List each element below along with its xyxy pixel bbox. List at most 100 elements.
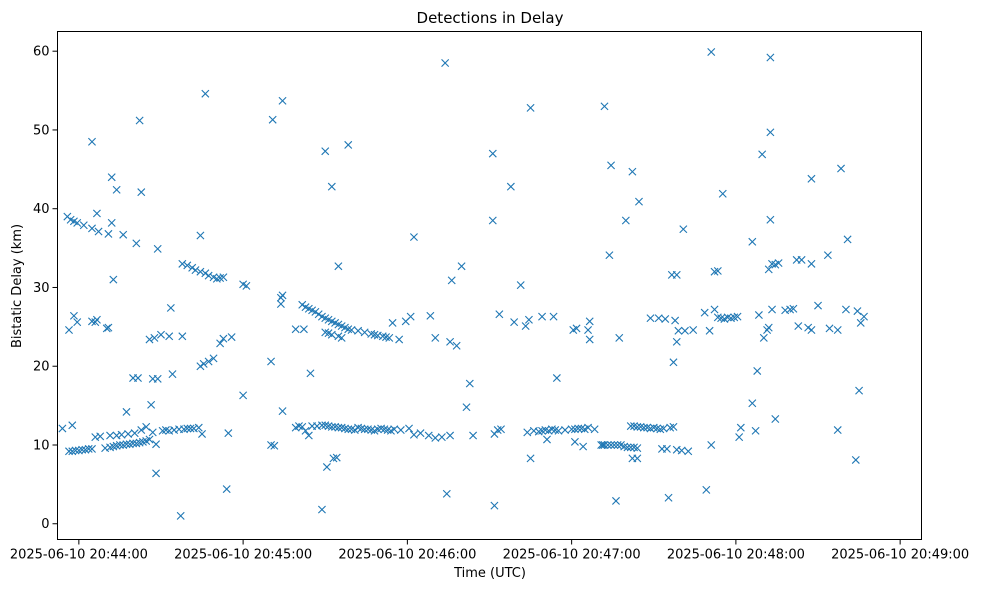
data-point [385,333,394,342]
data-point [771,415,780,423]
data-point [623,443,632,452]
data-point [311,307,320,316]
data-point [71,446,80,455]
data-point [766,53,775,62]
data-point [452,341,461,350]
data-point [88,137,96,146]
data-point [569,326,578,334]
y-tick-label: 30 [33,281,50,296]
y-tick-label: 60 [33,45,50,60]
data-point [150,333,159,342]
y-axis: 0 10 20 30 40 50 60 [33,45,58,532]
data-point [707,47,716,56]
data-point [807,174,816,183]
data-point [680,326,689,335]
data-point [431,333,440,342]
data-point [523,428,532,437]
data-point [327,182,336,191]
data-point [654,314,663,323]
data-point [669,422,678,431]
y-tick-label: 20 [33,360,50,375]
data-point [79,221,88,230]
data-point [344,140,353,149]
data-point [766,215,775,224]
data-point [119,230,128,239]
data-point [69,311,78,320]
data-point [124,429,133,438]
data-point [58,424,67,433]
data-point [552,374,561,383]
data-point [674,326,683,335]
data-point [227,333,236,342]
data-point [611,496,620,505]
data-point [148,428,157,437]
data-point [168,370,177,379]
data-point [585,317,594,326]
data-point [267,440,276,449]
data-point [526,103,535,112]
data-point [183,424,192,433]
data-point [833,426,842,435]
data-point [442,489,451,498]
data-point [390,425,399,434]
data-point [626,443,635,452]
data-point [607,161,616,170]
data-point [104,323,113,332]
data-point [137,188,146,197]
data-point [735,433,744,442]
data-point [664,493,673,502]
data-point [672,337,681,346]
data-point [156,330,165,339]
data-point [700,308,709,317]
data-point [679,225,688,234]
data-point [600,102,609,111]
data-point [615,333,624,342]
data-point [495,310,504,319]
data-point [646,314,655,323]
data-point [590,425,599,434]
data-point [488,149,497,158]
data-point [299,325,308,334]
data-point [268,115,277,124]
data-point [176,511,185,520]
data-point [753,366,762,375]
data-point [669,358,678,367]
x-tick-label: 2025-06-10 20:45:00 [174,548,312,563]
data-point [317,421,326,430]
data-point [242,281,251,290]
data-point [158,426,167,435]
data-point [510,318,519,327]
data-point [774,259,783,268]
data-point [112,185,121,194]
data-point [107,218,116,227]
data-point [142,422,151,431]
data-point [705,326,714,335]
data-point [751,426,760,435]
data-point [689,326,698,334]
data-point [567,425,576,434]
data-point [506,182,515,191]
data-point [766,128,775,137]
data-point [446,337,455,346]
data-point [301,426,310,435]
data-point [334,262,343,271]
data-point [626,422,635,431]
data-point [447,276,456,285]
data-point [457,262,466,271]
data-point [768,305,777,314]
data-point [388,318,397,327]
data-point [797,255,806,264]
data-point [314,310,323,319]
data-point [219,273,228,282]
data-point [65,326,73,334]
data-point [354,326,363,335]
data-point [344,425,353,434]
data-point [524,315,533,324]
data-point [78,445,87,454]
data-point [814,301,823,310]
data-point [621,216,630,225]
data-point [73,218,82,227]
data-point [321,147,330,156]
data-point [191,266,200,275]
